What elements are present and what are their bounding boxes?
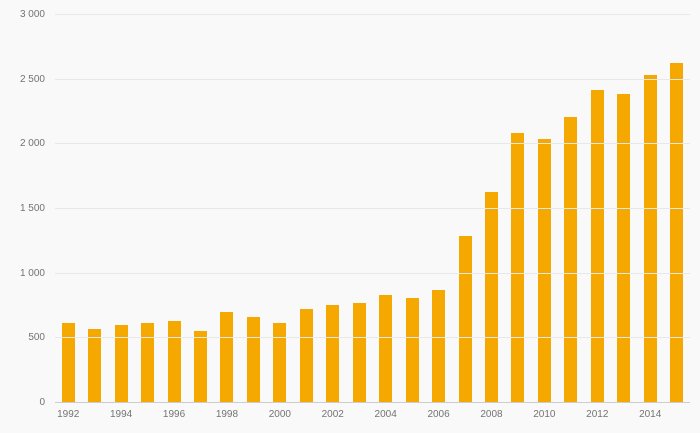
bar-slot: 2010 <box>531 15 557 420</box>
bar-slot <box>505 15 531 403</box>
x-axis-tick-label: 2002 <box>321 409 344 420</box>
bar-slot: 1992 <box>55 15 81 420</box>
bar-2012 <box>590 90 604 403</box>
bar-slot: 1998 <box>214 15 240 420</box>
bar-slot <box>663 15 689 403</box>
bar-slot: 2004 <box>372 15 398 420</box>
bar-2000 <box>273 322 287 403</box>
x-axis-tick-label: 1996 <box>162 409 186 420</box>
x-axis-tick-label: 2006 <box>427 409 450 420</box>
x-axis-tick-label: 2008 <box>480 409 503 420</box>
bar-2003 <box>352 302 366 403</box>
bar-2014 <box>643 74 657 403</box>
x-axis-tick-label: 2014 <box>639 409 662 420</box>
bar-slot <box>558 15 584 403</box>
x-axis-tick-label: 1992 <box>57 409 80 420</box>
x-axis-tick-label: 2010 <box>533 409 556 420</box>
y-axis-tick-label: 500 <box>28 332 45 344</box>
bar-slot <box>293 15 319 403</box>
bar-2011 <box>564 117 578 403</box>
bar-2008 <box>484 191 498 403</box>
bar-1993 <box>88 329 102 403</box>
y-axis-tick-label: 2 500 <box>19 73 45 85</box>
bar-2010 <box>537 139 551 403</box>
gridline <box>55 143 690 145</box>
bar-slot <box>399 15 425 403</box>
bar-slot <box>240 15 266 403</box>
bars: 1992 1994 1996 1998 2000 2002 2004 2006 2008 2010… <box>55 15 690 420</box>
gridline <box>55 337 690 339</box>
bar-slot <box>81 15 107 403</box>
bar-slot: 2002 <box>320 15 346 420</box>
x-axis-tick-label: 1994 <box>110 409 133 420</box>
bar-slot <box>346 15 372 403</box>
bar-1998 <box>220 311 234 403</box>
plot-area: 1992 1994 1996 1998 2000 2002 2004 2006 2008 2010… <box>20 10 690 420</box>
bar-1992 <box>61 322 75 403</box>
x-axis-tick-label: 2000 <box>268 409 291 420</box>
bar-1997 <box>193 330 207 403</box>
bar-slot <box>611 15 637 403</box>
bar-2006 <box>432 290 446 403</box>
bar-1996 <box>167 320 181 403</box>
bar-slot: 2000 <box>267 15 293 420</box>
gridline <box>55 272 690 274</box>
y-axis-tick-label: 1 000 <box>19 267 45 279</box>
y-axis-tick-label: 1 500 <box>19 203 45 214</box>
y-axis-tick-label: 3 000 <box>19 9 45 20</box>
bar-2009 <box>511 132 525 403</box>
bar-2002 <box>326 305 340 403</box>
gridline <box>55 14 690 15</box>
bar-slot <box>187 15 213 403</box>
bar-2004 <box>379 295 393 403</box>
x-axis-line <box>55 402 690 403</box>
bar-slot: 1994 <box>108 15 134 420</box>
y-axis-tick-label: 0 <box>39 397 45 408</box>
bar-slot: 1996 <box>161 15 187 420</box>
x-axis-tick-label: 1998 <box>215 409 239 420</box>
bar-1994 <box>114 325 128 403</box>
bar-2013 <box>617 93 631 403</box>
bar-slot: 2006 <box>425 15 451 420</box>
bar-1995 <box>141 322 155 403</box>
bar-2015 <box>670 62 684 403</box>
bar-slot: 2014 <box>637 15 663 420</box>
gridline <box>55 78 690 80</box>
bar-2005 <box>405 297 419 403</box>
gridline <box>55 208 690 209</box>
bar-slot <box>134 15 160 403</box>
x-axis-tick-label: 2004 <box>374 409 397 420</box>
x-axis-tick-label: 2012 <box>586 409 609 420</box>
bar-slot <box>452 15 478 403</box>
bar-2001 <box>299 308 313 403</box>
bar-slot: 2008 <box>478 15 504 420</box>
y-axis-tick-label: 2 000 <box>19 138 45 150</box>
bar-1999 <box>246 317 260 403</box>
bar-slot: 2012 <box>584 15 610 420</box>
bar-2007 <box>458 235 472 403</box>
